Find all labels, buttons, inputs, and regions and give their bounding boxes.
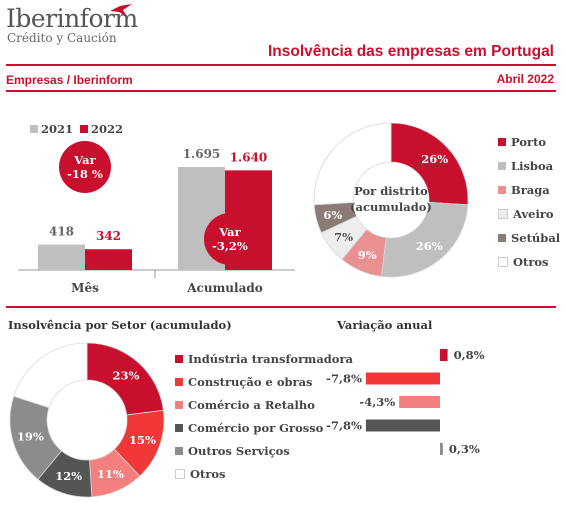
district-legend-swatch (498, 234, 506, 242)
variation-value-label: -4,3% (359, 395, 395, 409)
district-legend-swatch (498, 162, 506, 170)
variation-bar-construcao-e-obras (365, 372, 440, 385)
sector-slice-label: 11% (97, 467, 124, 481)
category-label-mes: Mês (71, 281, 99, 295)
district-slice-porto (390, 122, 469, 206)
legend-label-2022: 2022 (91, 122, 123, 136)
sector-legend-label: Comércio a Retalho (188, 397, 315, 412)
subtitle-rule (6, 90, 556, 92)
district-legend-label: Lisboa (511, 159, 554, 173)
bar-value-label: 418 (49, 225, 74, 239)
sector-legend: Indústria transformadora Construção e obr… (175, 349, 353, 487)
district-slice-label: 7% (334, 230, 353, 244)
district-slice-label: 26% (421, 152, 448, 166)
sector-legend-item-industria-transformadora: Indústria transformadora (175, 349, 353, 368)
sector-slice-industria-transformadora (86, 342, 164, 416)
variation-bar-outros-servicos (440, 443, 443, 455)
sector-legend-item-otros: Otros (175, 464, 353, 483)
category-label-acumulado: Acumulado (186, 281, 263, 295)
section-rule (6, 306, 556, 308)
bar-value-label: 342 (96, 229, 121, 243)
sector-legend-label: Outros Serviços (188, 443, 290, 458)
annual-variation-title: Variação anual (337, 318, 433, 332)
annual-variation-bar-chart: 0,8% -7,8% -4,3% -7,8% 0,3% (326, 348, 485, 456)
district-slice-label: 9% (358, 248, 377, 262)
variation-badge-label: Var (73, 153, 96, 167)
sector-legend-label: Construção e obras (188, 374, 313, 389)
sector-legend-item-comercio-por-grosso: Comércio por Grosso (175, 418, 353, 437)
sector-legend-swatch (175, 377, 183, 386)
district-slice-label: 6% (323, 208, 342, 222)
sector-legend-swatch (175, 468, 185, 479)
sector-slice-otros (13, 342, 88, 409)
district-legend-swatch (498, 209, 508, 219)
variation-value-label: -7,8% (326, 372, 362, 386)
bar-value-label: 1.640 (230, 150, 268, 164)
district-slice-label: 26% (416, 239, 443, 253)
sector-slice-label: 19% (17, 429, 44, 443)
sector-legend-label: Otros (190, 466, 226, 481)
variation-badge-value: -3,2% (212, 239, 248, 253)
district-legend-label: Porto (511, 135, 547, 149)
sector-donut-chart: 23% 15% 11% 12% 19% (9, 342, 165, 498)
sector-slice-label: 23% (113, 369, 140, 383)
district-legend-swatch (498, 257, 508, 267)
district-legend-label: Setúbal (511, 231, 561, 245)
variation-bar-comercio-por-grosso (365, 419, 440, 432)
district-slice-lisboa (380, 201, 469, 278)
variation-bar-comercio-a-retalho (399, 396, 440, 408)
variation-bar-industria-transformadora (440, 349, 448, 361)
district-legend-item-porto: Porto (498, 132, 560, 152)
sector-legend-label: Indústria transformadora (188, 351, 353, 366)
bar-mes-2021 (38, 244, 85, 270)
district-legend-label: Otros (513, 255, 549, 269)
sector-slice-label: 15% (129, 433, 156, 447)
district-legend-label: Aveiro (513, 207, 554, 221)
sector-legend-item-comercio-a-retalho: Comércio a Retalho (175, 395, 353, 414)
title-rule (6, 64, 556, 66)
district-donut-chart: 26% 26% 9% 7% 6% Por distrito (acumulado) (313, 122, 469, 278)
sector-legend-swatch (175, 400, 183, 409)
legend-swatch-2022 (80, 125, 88, 133)
district-legend: Porto Lisboa Braga Aveiro Setúbal Otros (498, 132, 560, 276)
sector-legend-swatch (175, 354, 183, 363)
legend-label-2021: 2021 (41, 122, 73, 136)
variation-value-label: 0,3% (449, 442, 480, 456)
page-title: Insolvência das empresas em Portugal (267, 43, 554, 60)
sector-legend-item-outros-servicos: Outros Serviços (175, 441, 353, 460)
date-label: Abril 2022 (496, 72, 554, 86)
sector-slice-label: 12% (55, 469, 82, 483)
variation-badge (59, 141, 111, 193)
variation-value-label: -7,8% (326, 419, 362, 433)
source-label: Empresas / Iberinform (6, 73, 133, 87)
district-legend-item-setubal: Setúbal (498, 228, 560, 248)
variation-badge-value: -18 % (67, 167, 103, 181)
variation-badge (204, 213, 256, 265)
district-legend-item-lisboa: Lisboa (498, 156, 560, 176)
legend-swatch-2021 (30, 125, 38, 133)
sector-legend-swatch (175, 446, 183, 455)
bar-mes-2022 (85, 249, 132, 270)
district-legend-item-otros: Otros (498, 252, 560, 272)
variation-badge-label: Var (218, 225, 241, 239)
swallow-logo-icon (110, 4, 132, 17)
district-center-label-2: (acumulado) (350, 200, 432, 214)
variation-value-label: 0,8% (454, 348, 485, 362)
district-slice-otros (313, 122, 392, 206)
sector-legend-swatch (175, 423, 183, 432)
district-center-label-1: Por distrito (354, 184, 428, 198)
sector-legend-label: Comércio por Grosso (188, 420, 324, 435)
sector-chart-title: Insolvência por Setor (acumulado) (8, 318, 232, 332)
district-legend-label: Braga (511, 183, 550, 197)
bar-value-label: 1.695 (183, 147, 221, 161)
district-legend-item-aveiro: Aveiro (498, 204, 560, 224)
district-legend-swatch (498, 186, 506, 194)
district-legend-swatch (498, 138, 506, 146)
sector-legend-item-construcao-e-obras: Construção e obras (175, 372, 353, 391)
brand-logo-tagline: Crédito y Caución (7, 31, 117, 45)
district-legend-item-braga: Braga (498, 180, 560, 200)
